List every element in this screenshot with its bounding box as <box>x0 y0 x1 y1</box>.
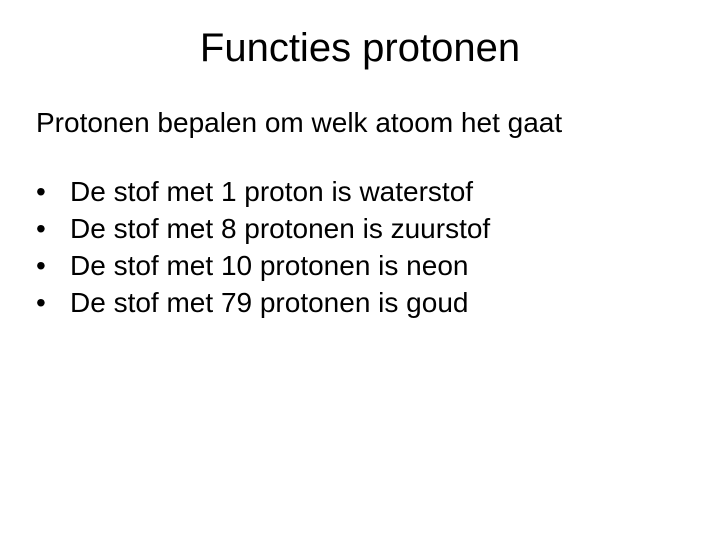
list-item-text: De stof met 8 protonen is zuurstof <box>70 211 684 246</box>
bullet-icon: • <box>36 285 70 320</box>
list-item: • De stof met 1 proton is waterstof <box>36 174 684 209</box>
list-item: • De stof met 10 protonen is neon <box>36 248 684 283</box>
list-item: • De stof met 8 protonen is zuurstof <box>36 211 684 246</box>
list-item-text: De stof met 10 protonen is neon <box>70 248 684 283</box>
list-item-text: De stof met 1 proton is waterstof <box>70 174 684 209</box>
list-item: • De stof met 79 protonen is goud <box>36 285 684 320</box>
slide-subtitle: Protonen bepalen om welk atoom het gaat <box>36 105 684 140</box>
bullet-icon: • <box>36 174 70 209</box>
list-item-text: De stof met 79 protonen is goud <box>70 285 684 320</box>
bullet-list: • De stof met 1 proton is waterstof • De… <box>36 174 684 320</box>
slide: Functies protonen Protonen bepalen om we… <box>0 0 720 540</box>
bullet-icon: • <box>36 211 70 246</box>
bullet-icon: • <box>36 248 70 283</box>
slide-title: Functies protonen <box>36 26 684 71</box>
